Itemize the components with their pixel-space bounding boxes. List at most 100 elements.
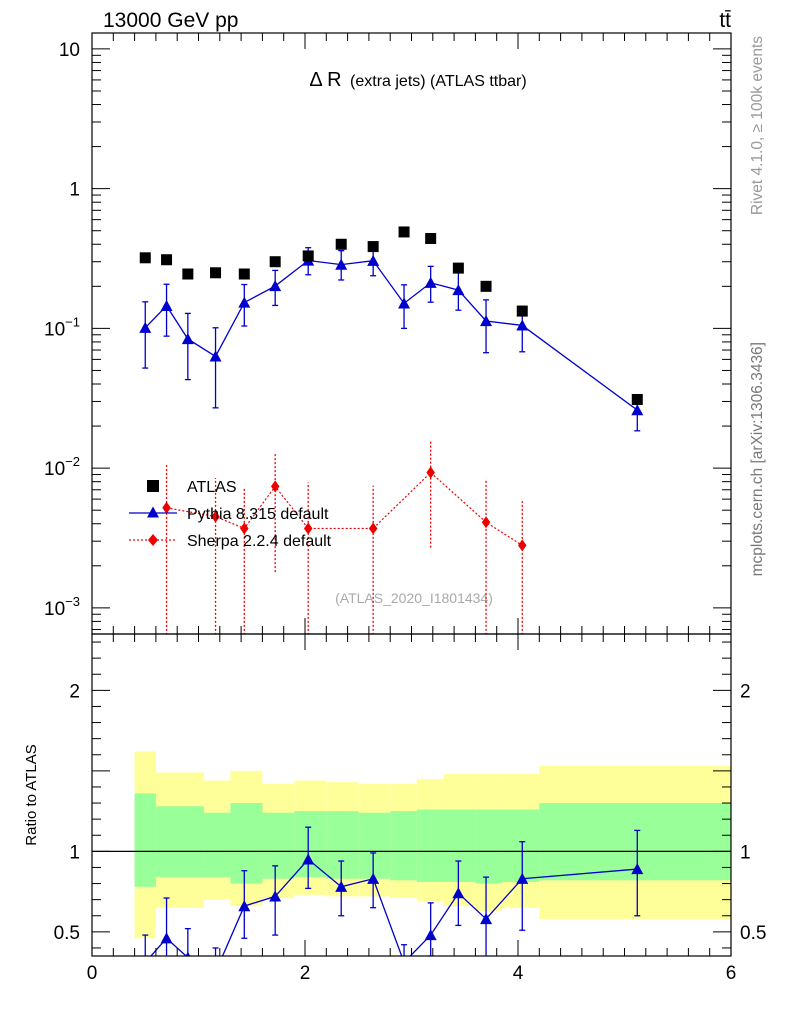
atlas-point xyxy=(335,238,347,250)
pythia-point xyxy=(631,404,644,416)
legend: ATLAS Pythia 8.315 default Sherpa 2.2.4 … xyxy=(129,479,332,550)
pythia-point xyxy=(139,321,152,333)
green-band xyxy=(443,809,476,882)
green-band xyxy=(262,812,295,879)
ratio-pythia-point xyxy=(335,880,348,892)
y-tick-label: 10−3 xyxy=(44,594,80,620)
ratio-pythia-point xyxy=(185,951,191,956)
green-band xyxy=(416,809,444,882)
pythia-point xyxy=(181,332,194,345)
process-label: tt̄ xyxy=(719,9,731,32)
atlas-point xyxy=(302,250,314,262)
x-tick-label: 4 xyxy=(513,963,524,984)
x-tick-label: 0 xyxy=(87,963,98,984)
x-tick-labels: 0 2 4 6 xyxy=(87,963,737,984)
ratio-y-tick-label-right: 0.5 xyxy=(740,923,766,944)
pythia-point xyxy=(398,297,411,309)
ratio-pythia-point xyxy=(302,853,315,865)
sherpa-point xyxy=(481,516,491,529)
green-band xyxy=(230,803,263,884)
ratio-axis-ticks xyxy=(91,634,732,956)
chart-title: Δ R (extra jets) (ATLAS ttbar) xyxy=(309,69,526,91)
sherpa-point xyxy=(426,466,435,479)
analysis-label: (ATLAS_2020_I1801434) xyxy=(335,590,493,606)
y-tick-label: 10−2 xyxy=(44,454,80,480)
atlas-point xyxy=(480,280,492,292)
y-tick-label: 1 xyxy=(69,180,80,201)
green-band xyxy=(390,811,417,881)
pythia-point xyxy=(238,296,251,308)
ratio-y-tick-label-left: 0.5 xyxy=(54,923,80,944)
pythia-point xyxy=(209,350,222,362)
legend-atlas-label: ATLAS xyxy=(187,479,237,496)
source-label: mcplots.cern.ch [arXiv:1306.3436] xyxy=(749,342,766,576)
ratio-y-tick-label-left: 1 xyxy=(69,842,80,863)
atlas-series xyxy=(139,226,643,405)
ratio-pythia-point xyxy=(452,887,465,899)
x-tick-label: 2 xyxy=(300,963,311,984)
ratio-pythia-point xyxy=(238,900,251,912)
ratio-y-tick-label-right: 1 xyxy=(740,842,751,863)
ratio-pythia-point xyxy=(139,956,151,967)
legend-atlas-marker xyxy=(147,480,159,492)
atlas-point xyxy=(139,252,151,264)
atlas-point xyxy=(425,232,437,244)
ratio-pythia-point xyxy=(516,872,529,884)
pythia-line xyxy=(144,259,638,411)
ratio-y-tick-label-right: 2 xyxy=(740,681,751,702)
atlas-point xyxy=(367,241,379,253)
ratio-panel: 0.5 0.5 1 1 2 2 0 2 4 6 Ratio to ATLAS xyxy=(23,633,767,984)
ratio-y-tick-labels: 0.5 0.5 1 1 2 2 xyxy=(54,681,767,944)
ratio-uncertainty-bands xyxy=(134,751,731,939)
green-band xyxy=(326,811,359,879)
ratio-pythia-point xyxy=(424,929,437,941)
energy-label: 13000 GeV pp xyxy=(103,9,238,32)
pythia-point xyxy=(480,314,493,327)
pythia-point xyxy=(367,254,380,266)
legend-pythia-marker xyxy=(147,506,159,518)
sherpa-point xyxy=(518,539,527,552)
green-band xyxy=(134,793,156,887)
pythia-point xyxy=(335,258,348,270)
pythia-point xyxy=(269,280,282,292)
atlas-point xyxy=(516,305,528,317)
pythia-point xyxy=(516,319,529,331)
ratio-y-axis-label: Ratio to ATLAS xyxy=(23,744,40,845)
atlas-point xyxy=(631,393,643,405)
sherpa-line xyxy=(166,471,523,546)
sherpa-point xyxy=(240,522,249,535)
green-band xyxy=(475,809,503,884)
atlas-point xyxy=(269,256,281,268)
legend-pythia-label: Pythia 8.315 default xyxy=(187,506,329,523)
chart-title-sub: (extra jets) (ATLAS ttbar) xyxy=(350,73,527,90)
legend-sherpa-marker xyxy=(148,534,158,546)
sherpa-series xyxy=(162,439,527,634)
pythia-point xyxy=(424,276,437,288)
y-tick-label: 10−1 xyxy=(44,314,80,340)
main-panel: Δ R (extra jets) (ATLAS ttbar) (ATLAS_20… xyxy=(44,32,732,635)
green-band xyxy=(155,806,204,878)
atlas-point xyxy=(210,267,222,279)
atlas-point xyxy=(398,226,410,238)
ratio-pythia-point xyxy=(160,932,173,944)
ratio-pythia-point xyxy=(210,966,222,977)
ratio-pythia-point xyxy=(480,912,493,925)
atlas-point xyxy=(182,268,194,280)
ratio-pythia-series xyxy=(139,826,644,977)
ratio-pythia-point xyxy=(269,890,282,902)
atlas-point xyxy=(238,268,250,280)
green-band xyxy=(358,812,391,879)
sherpa-point xyxy=(303,522,313,535)
rivet-version-label: Rivet 4.1.0, ≥ 100k events xyxy=(749,36,766,215)
pythia-point xyxy=(160,299,173,311)
sherpa-point xyxy=(368,522,378,535)
x-tick-label: 6 xyxy=(726,963,737,984)
ratio-pythia-point xyxy=(367,872,380,884)
legend-sherpa-label: Sherpa 2.2.4 default xyxy=(187,533,332,550)
ratio-frame xyxy=(91,633,732,957)
sherpa-point xyxy=(270,480,280,493)
green-band xyxy=(502,809,540,882)
green-band xyxy=(203,812,231,878)
pythia-point xyxy=(452,284,465,296)
